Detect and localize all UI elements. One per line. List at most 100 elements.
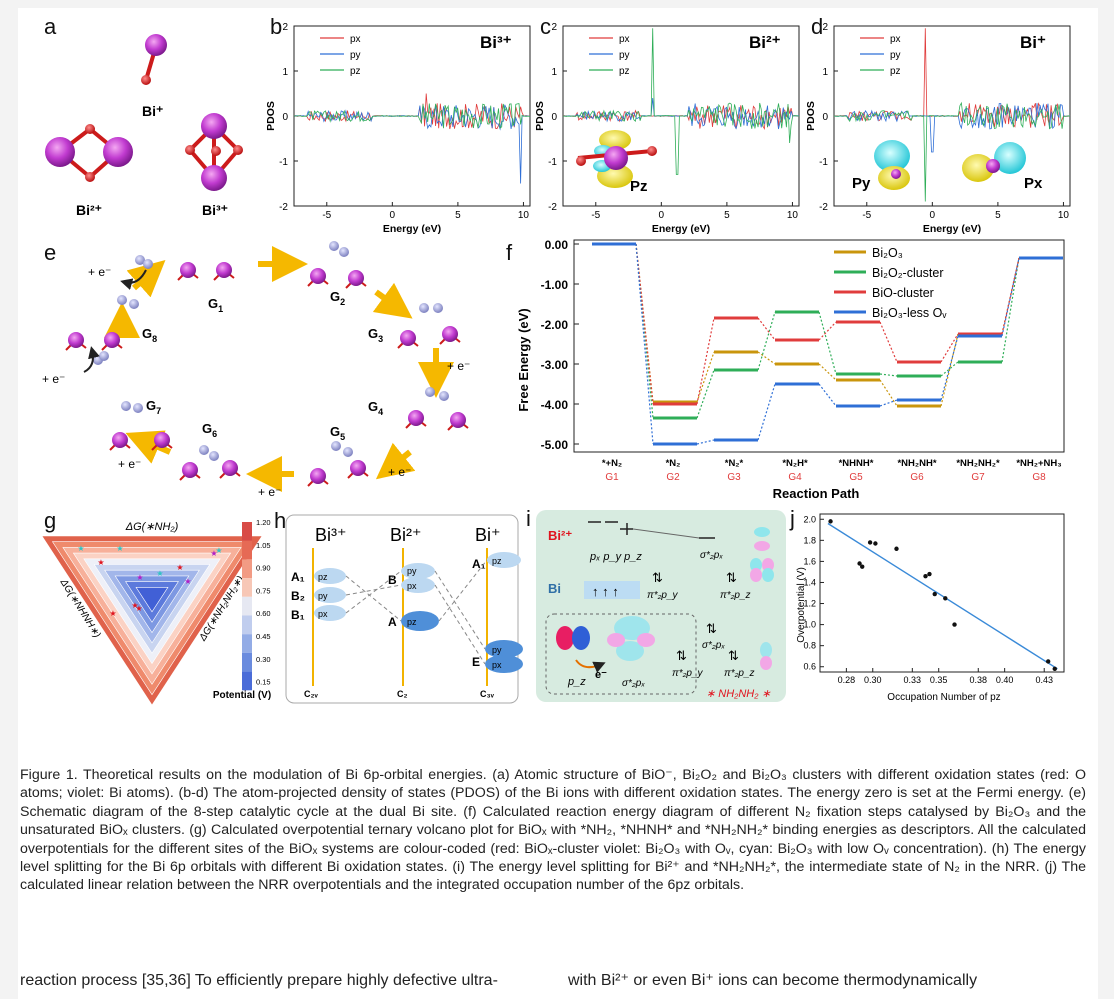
pdos-ytick: -1	[279, 157, 288, 168]
j-ytick: 1.6	[803, 556, 816, 566]
volcano-point: ★	[156, 569, 163, 578]
step-g5: G5	[330, 424, 345, 442]
legend-label: pz	[890, 66, 901, 77]
j-xtick: 0.33	[904, 675, 922, 685]
colorbar-tick: 1.05	[256, 541, 271, 550]
inset-label-px: Px	[1024, 175, 1043, 192]
legend-label: px	[619, 34, 630, 45]
bi-atom	[104, 332, 120, 348]
electron-label: + e⁻	[88, 265, 111, 279]
f-connector	[879, 321, 898, 363]
f-step: G4	[788, 472, 802, 483]
legend-label: py	[619, 50, 630, 61]
colorbar-label: Potential (V)	[213, 690, 271, 701]
j-ytick: 1.2	[803, 599, 816, 609]
h-level-B: B	[388, 573, 397, 587]
pdos-curve-pz	[293, 103, 531, 129]
panel-letter-e: e	[44, 240, 56, 265]
pdos-ytick: -2	[548, 202, 557, 213]
step-g2: G2	[330, 289, 345, 307]
legend-label: py	[350, 50, 361, 61]
f-connector	[757, 383, 776, 441]
pdos-xtick: -5	[862, 210, 871, 221]
f-ytick: -2.00	[541, 318, 569, 332]
volcano-point: ★	[215, 546, 222, 555]
i-label: e⁻	[595, 669, 607, 681]
colorbar-segment	[242, 578, 252, 597]
j-ytick: 1.0	[803, 620, 816, 630]
f-step: G5	[849, 472, 863, 483]
n-atom	[425, 387, 435, 397]
pdos-curve-py	[563, 97, 800, 130]
pdos-ytick: 2	[282, 22, 288, 33]
h-level-A: A	[388, 615, 397, 629]
f-axes: 0.00 -1.00 -2.00 -3.00 -4.00 -5.00 *+N₂ G1 *N₂ G2…	[541, 238, 1065, 483]
panel-letter-c: c	[540, 14, 551, 39]
f-xtick: *+N₂	[602, 458, 622, 469]
colorbar-segment	[242, 652, 252, 672]
bi-atom	[154, 432, 170, 448]
h-sym: C₂ᵥ	[304, 689, 318, 699]
n-atom	[343, 447, 353, 457]
j-xlabel: Occupation Number of pz	[887, 692, 1000, 703]
volcano-point: ★	[135, 604, 142, 613]
pdos-ytick: 1	[282, 67, 288, 78]
bi-atom	[310, 268, 326, 284]
f-connector	[757, 311, 776, 371]
inset-label-pz: Pz	[630, 178, 648, 195]
f-connector	[879, 399, 898, 407]
legend-label: BiO-cluster	[872, 286, 934, 300]
h-level-E: E	[472, 655, 480, 669]
step-g3: G3	[368, 326, 383, 344]
electron-label: + e⁻	[388, 465, 411, 479]
pdos-ylabel: PDOS	[265, 101, 277, 131]
electron-label: + e⁻	[42, 372, 65, 386]
n-atom	[329, 241, 339, 251]
bi-atom	[222, 460, 238, 476]
volcano-point: ★	[184, 577, 191, 586]
h-orb: px	[407, 581, 417, 591]
svg-text:↑ ↑ ↑: ↑ ↑ ↑	[592, 584, 619, 599]
j-point	[932, 591, 937, 597]
bi-atom	[442, 326, 458, 342]
h-orb: pz	[407, 617, 417, 627]
colorbar-segment	[242, 596, 252, 616]
ternary-volcano: ★ ★★★★★★★★★★★ ΔG(∗NH₂) ΔG(∗NHNH∗) ΔG(∗NH₂…	[41, 518, 271, 706]
h-orb: px	[318, 609, 328, 619]
colorbar-segment	[242, 671, 252, 691]
n-atom	[129, 299, 139, 309]
orbital-inset-d: Py Px	[852, 140, 1043, 192]
colorbar-segment	[242, 634, 252, 653]
j-point	[923, 573, 928, 579]
pdos-ylabel: PDOS	[805, 101, 817, 131]
f-xtick: *NH₂NH*	[897, 458, 936, 469]
colorbar-segment	[242, 540, 252, 560]
volcano-point: ★	[131, 601, 138, 610]
j-point	[1052, 666, 1057, 672]
n-atom	[121, 401, 131, 411]
pdos-xtick: 10	[787, 210, 799, 221]
f-ylabel: Free Energy (eV)	[516, 308, 531, 411]
panel-letter-d: d	[811, 14, 823, 39]
legend-label: py	[890, 50, 901, 61]
j-point	[927, 571, 932, 577]
f-connector	[940, 335, 959, 401]
i-label: π*₂p_z	[720, 590, 751, 601]
pdos-xtick: -5	[322, 210, 331, 221]
panel-letter-h: h	[274, 508, 286, 533]
pdos-ytick: -1	[819, 157, 828, 168]
f-connector	[696, 439, 715, 445]
pdos-ytick: 0	[551, 112, 557, 123]
colorbar-tick: 0.45	[256, 632, 271, 641]
j-point	[943, 596, 948, 601]
h-col-bi3: Bi³⁺	[315, 525, 347, 545]
volcano-point: ★	[210, 549, 217, 558]
f-ytick: 0.00	[545, 238, 569, 252]
pdos-title: Bi³⁺	[480, 33, 512, 52]
electron-label: + e⁻	[447, 359, 470, 373]
cycle-arrow	[375, 442, 416, 480]
f-connector	[818, 383, 837, 407]
i-label: σ*₂pₓ	[622, 678, 645, 689]
n-atom	[99, 351, 109, 361]
volcano-point: ★	[116, 544, 123, 553]
